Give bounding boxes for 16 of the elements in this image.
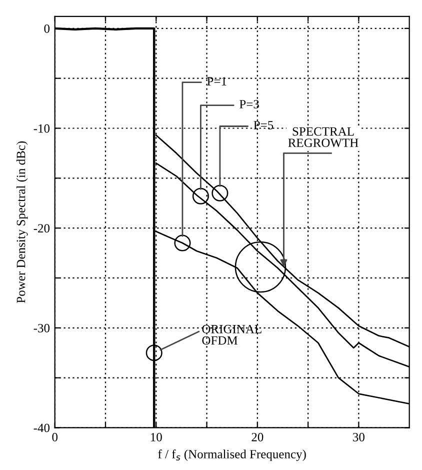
x-tick-label: 10 [150, 432, 162, 442]
annotation: P=1 [207, 77, 226, 86]
annotation: ORIGINAL OFDM [202, 324, 262, 345]
y-tick-label: -30 [34, 324, 50, 332]
x-axis-title: f / f$_{s}$ (Normalised Frequency) [158, 449, 306, 461]
y-tick-label: -40 [34, 424, 50, 432]
x-tick-label: 0 [52, 432, 58, 442]
y-tick-label: 0 [44, 24, 50, 33]
x-tick-label: 20 [252, 432, 264, 442]
annotation: P=3 [240, 100, 259, 108]
annotation: P=5 [254, 121, 274, 130]
y-tick-label: -20 [34, 224, 50, 233]
x-tick-label: 30 [353, 432, 364, 442]
annotation: SPECTRAL REGROWTH [288, 127, 358, 148]
y-axis-title: Power Density Spectral (in dBc) [16, 141, 28, 303]
y-tick-label: -10 [34, 124, 50, 133]
